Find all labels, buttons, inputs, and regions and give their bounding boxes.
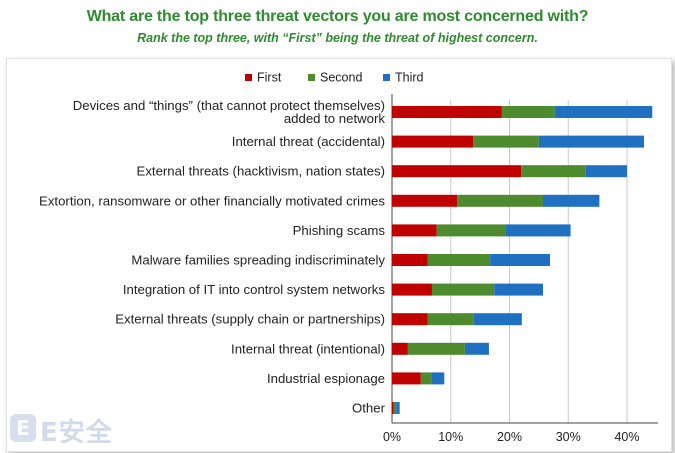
category-label: Extortion, ransomware or other financial… — [39, 193, 385, 208]
bar-first — [392, 224, 437, 237]
bar-second — [457, 194, 543, 207]
bar-second — [427, 313, 474, 326]
bar-second — [427, 254, 491, 266]
chart-panel — [6, 58, 672, 452]
bar-first — [392, 402, 394, 414]
category-label: External threats (supply chain or partne… — [115, 312, 385, 327]
bar-second — [436, 224, 506, 237]
x-tick-label: 30% — [556, 430, 581, 444]
bar-first — [392, 372, 421, 385]
bar-third — [538, 135, 645, 148]
legend-label-third: Third — [395, 71, 424, 85]
bar-third — [494, 283, 543, 296]
bar-second — [407, 342, 465, 355]
category-label-line: added to network — [284, 111, 386, 126]
bar-first — [392, 254, 428, 266]
bar-second — [420, 372, 432, 385]
category-label: External threats (hacktivism, nation sta… — [137, 164, 385, 179]
x-tick-label: 20% — [497, 430, 522, 444]
x-tick-label: 40% — [614, 430, 639, 444]
category-label: Internal threat (intentional) — [231, 341, 385, 356]
chart-subtitle: Rank the top three, with “First” being t… — [137, 31, 538, 45]
bar-second — [393, 402, 397, 414]
bar-first — [392, 165, 522, 178]
bar-second — [501, 106, 555, 118]
category-label: Phishing scams — [293, 223, 386, 238]
chart-title: What are the top three threat vectors yo… — [86, 8, 589, 25]
bar-third — [396, 402, 400, 414]
bar-second — [431, 283, 495, 296]
bar-first — [392, 135, 474, 148]
watermark-text: E安全 — [40, 418, 113, 448]
category-label: Integration of IT into control system ne… — [123, 282, 386, 297]
bar-third — [542, 194, 600, 207]
bar-first — [392, 283, 432, 296]
legend-label-first: First — [257, 71, 282, 85]
bar-first — [392, 342, 408, 355]
legend-swatch-third — [383, 74, 390, 81]
watermark-badge: E — [10, 414, 36, 442]
bar-first — [392, 106, 502, 118]
category-label: Devices and “things” (that cannot protec… — [73, 98, 386, 126]
x-tick-label: 10% — [438, 430, 463, 444]
bar-third — [464, 342, 489, 355]
bar-first — [392, 194, 458, 207]
bar-third — [490, 254, 551, 266]
bar-first — [392, 313, 428, 326]
legend-swatch-first — [245, 74, 252, 81]
category-label: Industrial espionage — [267, 371, 385, 386]
bar-third — [473, 313, 522, 326]
category-label-line: Devices and “things” (that cannot protec… — [73, 98, 385, 113]
bar-third — [505, 224, 571, 237]
category-label: Malware families spreading indiscriminat… — [131, 253, 385, 268]
legend-swatch-second — [308, 74, 315, 81]
x-tick-label: 0% — [383, 430, 401, 444]
bar-third — [585, 165, 627, 178]
bar-second — [521, 165, 586, 178]
bar-third — [554, 106, 653, 118]
legend-label-second: Second — [320, 71, 362, 85]
bar-third — [431, 372, 445, 385]
bar-second — [473, 135, 539, 148]
category-label: Internal threat (accidental) — [232, 134, 385, 149]
category-label: Other — [352, 401, 386, 416]
